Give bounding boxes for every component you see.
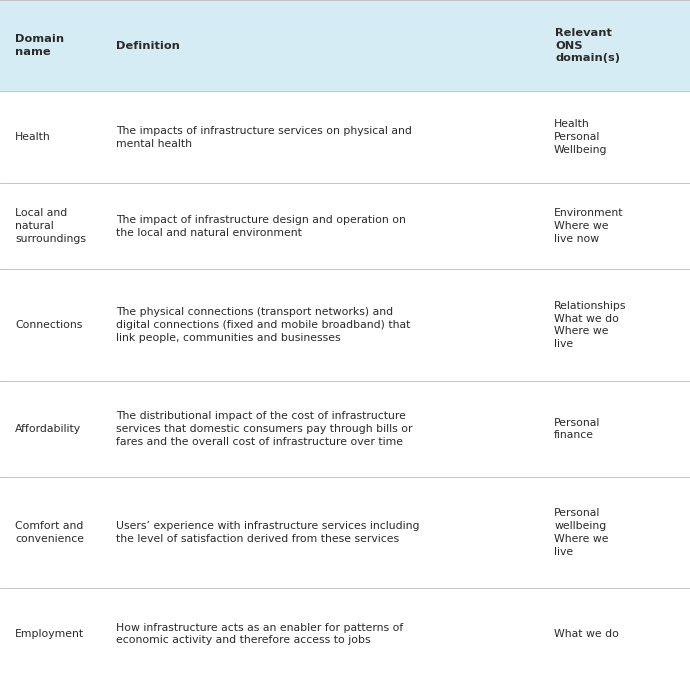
Text: The distributional impact of the cost of infrastructure
services that domestic c: The distributional impact of the cost of…	[116, 411, 413, 447]
Text: Health: Health	[15, 132, 51, 142]
Text: The impacts of infrastructure services on physical and
mental health: The impacts of infrastructure services o…	[116, 126, 412, 148]
Text: Affordability: Affordability	[15, 424, 81, 434]
Text: Connections: Connections	[15, 320, 83, 330]
Text: Health
Personal
Wellbeing: Health Personal Wellbeing	[554, 120, 608, 155]
Text: Definition: Definition	[116, 41, 180, 50]
Text: The impact of infrastructure design and operation on
the local and natural envir: The impact of infrastructure design and …	[116, 215, 406, 237]
Text: Environment
Where we
live now: Environment Where we live now	[554, 208, 624, 244]
Text: Comfort and
convenience: Comfort and convenience	[15, 521, 84, 544]
Text: Relationships
What we do
Where we
live: Relationships What we do Where we live	[554, 301, 627, 350]
Text: How infrastructure acts as an enabler for patterns of
economic activity and ther: How infrastructure acts as an enabler fo…	[116, 623, 403, 645]
Text: Relevant
ONS
domain(s): Relevant ONS domain(s)	[555, 28, 620, 63]
Bar	[0, 0, 690, 91]
Text: Users’ experience with infrastructure services including
the level of satisfacti: Users’ experience with infrastructure se…	[116, 521, 420, 544]
Text: Local and
natural
surroundings: Local and natural surroundings	[15, 208, 86, 244]
Text: Personal
finance: Personal finance	[554, 418, 600, 441]
Text: What we do: What we do	[554, 629, 619, 639]
Text: Personal
wellbeing
Where we
live: Personal wellbeing Where we live	[554, 509, 609, 557]
Text: Domain
name: Domain name	[15, 34, 64, 57]
Text: Employment: Employment	[15, 629, 84, 639]
Text: The physical connections (transport networks) and
digital connections (fixed and: The physical connections (transport netw…	[116, 307, 411, 343]
